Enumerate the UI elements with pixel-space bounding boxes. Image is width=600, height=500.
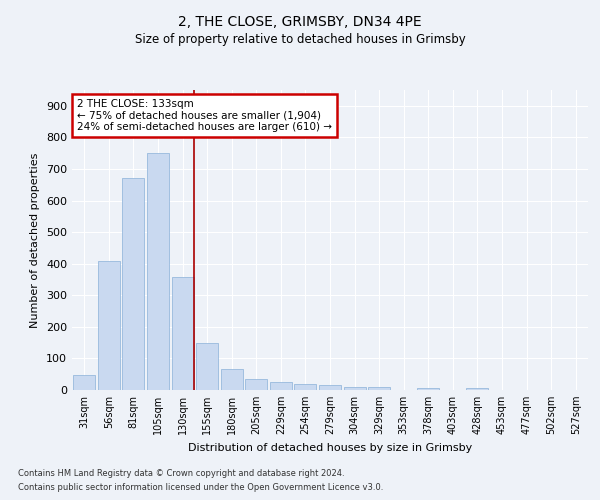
Text: 2, THE CLOSE, GRIMSBY, DN34 4PE: 2, THE CLOSE, GRIMSBY, DN34 4PE — [178, 15, 422, 29]
Text: 2 THE CLOSE: 133sqm
← 75% of detached houses are smaller (1,904)
24% of semi-det: 2 THE CLOSE: 133sqm ← 75% of detached ho… — [77, 99, 332, 132]
Text: Size of property relative to detached houses in Grimsby: Size of property relative to detached ho… — [134, 32, 466, 46]
Bar — [466, 388, 488, 390]
Bar — [122, 178, 145, 390]
Bar — [344, 388, 365, 390]
Bar — [417, 388, 439, 390]
Bar — [98, 260, 120, 390]
Bar — [319, 386, 341, 390]
Bar — [196, 342, 218, 390]
Bar — [221, 368, 243, 390]
Y-axis label: Number of detached properties: Number of detached properties — [31, 152, 40, 328]
Bar — [147, 153, 169, 390]
Text: Contains HM Land Registry data © Crown copyright and database right 2024.: Contains HM Land Registry data © Crown c… — [18, 468, 344, 477]
Bar — [245, 379, 268, 390]
Bar — [73, 375, 95, 390]
Bar — [172, 277, 194, 390]
Text: Contains public sector information licensed under the Open Government Licence v3: Contains public sector information licen… — [18, 484, 383, 492]
Bar — [295, 384, 316, 390]
Bar — [270, 382, 292, 390]
Bar — [368, 388, 390, 390]
X-axis label: Distribution of detached houses by size in Grimsby: Distribution of detached houses by size … — [188, 442, 472, 452]
